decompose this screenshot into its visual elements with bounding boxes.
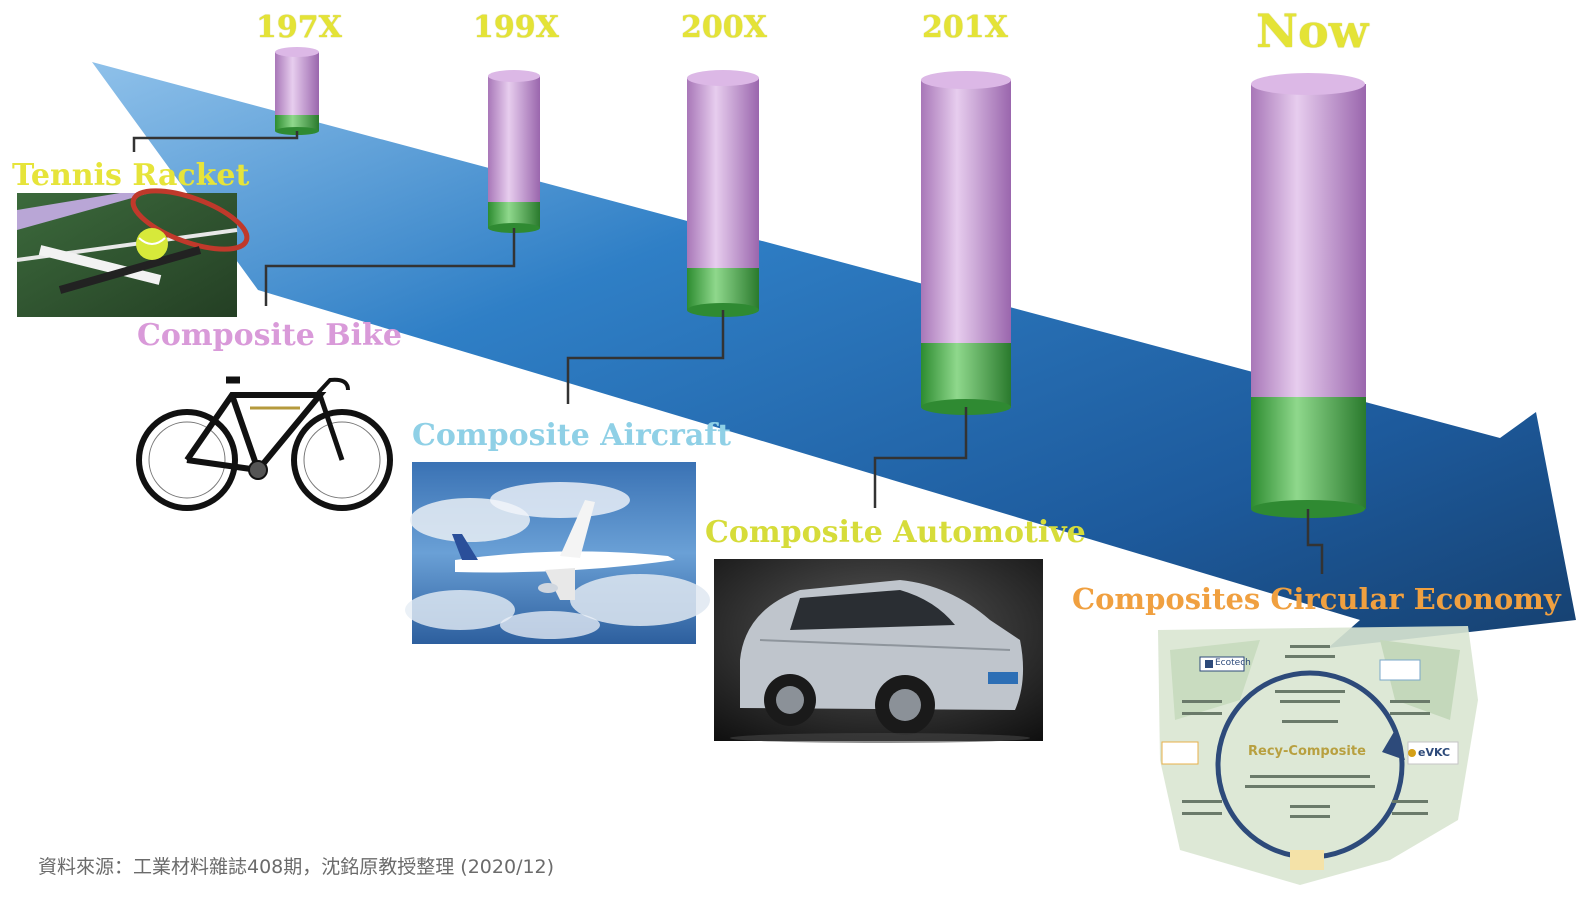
label-composites-circular-economy: Composites Circular Economy — [1072, 582, 1561, 616]
label-composite-aircraft: Composite Aircraft — [412, 418, 732, 453]
cylinder-201x — [921, 71, 1011, 415]
era-label-now: Now — [1256, 4, 1369, 58]
era-label-200x: 200X — [681, 10, 767, 45]
era-label-197x: 197X — [256, 10, 342, 45]
connector-lines — [132, 131, 1324, 574]
source-note: 資料來源：工業材料雜誌408期，沈銘原教授整理 (2020/12) — [38, 856, 555, 878]
logo-ecotech: Ecotech — [1215, 658, 1251, 668]
label-tennis-racket: Tennis Racket — [12, 158, 250, 193]
logo-evkc: eVKC — [1418, 746, 1451, 759]
cylinder-now — [1251, 73, 1366, 518]
composite-bike-photo — [136, 376, 393, 511]
composite-automotive-photo — [714, 559, 1043, 743]
circular-economy-figure — [1158, 626, 1478, 885]
composite-aircraft-photo — [405, 462, 710, 644]
cylinder-197x — [275, 47, 319, 135]
tennis-racket-photo — [16, 188, 250, 317]
timeline-arrow — [92, 62, 1576, 648]
cylinder-199x — [488, 70, 540, 233]
era-label-199x: 199X — [473, 10, 559, 45]
label-composite-bike: Composite Bike — [137, 318, 402, 353]
recy-composite-text: Recy-Composite — [1248, 744, 1366, 759]
label-composite-automotive: Composite Automotive — [705, 515, 1086, 550]
era-label-201x: 201X — [922, 10, 1008, 45]
cylinder-200x — [687, 70, 759, 317]
